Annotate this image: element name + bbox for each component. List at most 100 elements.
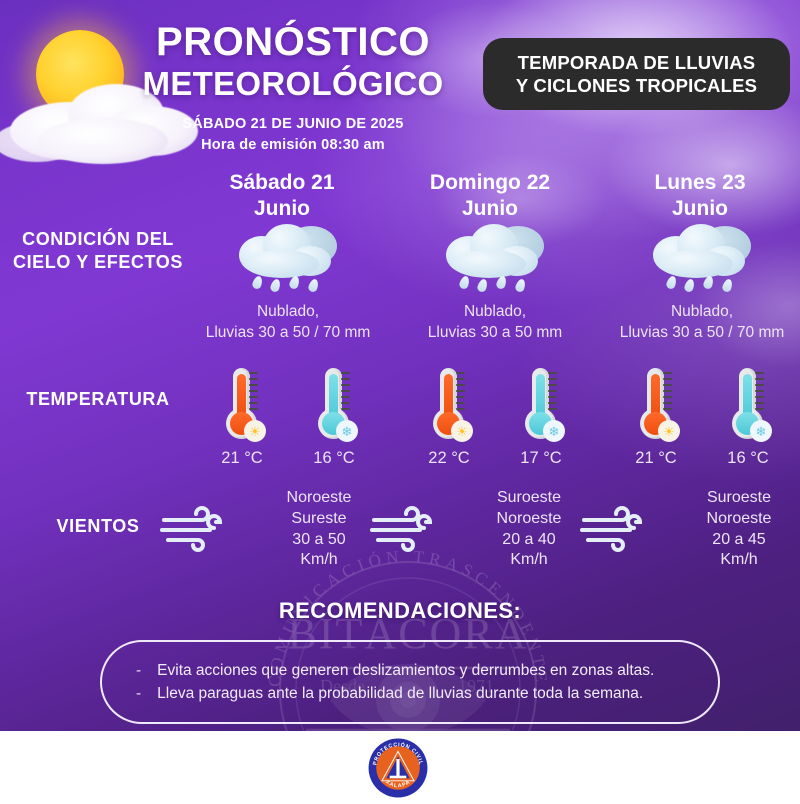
row-label-sky: CONDICIÓN DEL CIELO Y EFECTOS <box>12 229 184 272</box>
thermometer-ticks <box>249 372 259 414</box>
temp-max-value-1: 21 °C <box>221 449 263 467</box>
bullet-dash: - <box>136 685 142 702</box>
rain-cloud-icon <box>440 222 550 294</box>
svg-text:XALAPA: XALAPA <box>384 779 412 789</box>
wind-speed-2: 20 a 40 <box>502 530 556 548</box>
thermometer-hot-icon: ☀ <box>634 368 680 442</box>
thermometer-fill <box>743 374 752 420</box>
page-title: PRONÓSTICO <box>156 20 430 64</box>
thermometer-cold-icon: ❄ <box>726 368 772 442</box>
wind-text-3: Suroeste Noroeste 20 a 45 Km/h <box>660 488 800 571</box>
sky-text-1: Nublado, Lluvias 30 a 50 / 70 mm <box>178 302 398 344</box>
thermometer-ticks <box>456 372 466 414</box>
thermometer-cold-icon: ❄ <box>519 368 565 442</box>
thermometer-fill <box>444 374 453 420</box>
recommendation-text-1: Evita acciones que generen deslizamiento… <box>157 661 655 679</box>
thermometer-ticks <box>755 372 765 414</box>
forecast-date-block: SÁBADO 21 DE JUNIO DE 2025 Hora de emisi… <box>128 114 458 156</box>
rain-cloud-icon <box>233 222 343 294</box>
season-banner-text: TEMPORADA DE LLUVIAS Y CICLONES TROPICAL… <box>516 51 757 97</box>
snowflake-icon: ❄ <box>543 420 565 442</box>
temp-min-3: ❄ 16 °C <box>720 368 776 468</box>
sky-line2-2: Lluvias 30 a 50 mm <box>427 323 563 341</box>
recommendations-box: - Evita acciones que generen deslizamien… <box>100 640 720 724</box>
raindrop-icon <box>458 274 471 291</box>
temperature-cell-2: ☀ 22 °C ❄ 17 °C <box>385 368 605 468</box>
wind-icon <box>580 505 643 552</box>
wind-text-2: Suroeste Noroeste 20 a 40 Km/h <box>450 488 608 571</box>
temp-min-value-3: 16 °C <box>727 449 769 467</box>
wind-dir2-1: Sureste <box>291 509 347 527</box>
temp-min-1: ❄ 16 °C <box>306 368 362 468</box>
temp-max-2: ☀ 22 °C <box>421 368 477 468</box>
wind-cell-2: Suroeste Noroeste 20 a 40 Km/h <box>368 488 608 571</box>
logo-arc-bottom-text: XALAPA <box>384 779 411 789</box>
day-name-3: Lunes 23 <box>654 171 746 194</box>
thermometer-fill <box>651 374 660 420</box>
snowflake-icon: ❄ <box>336 420 358 442</box>
rain-cloud-icon <box>647 222 757 294</box>
season-banner-line1: TEMPORADA DE LLUVIAS <box>517 51 756 73</box>
recommendations-title: RECOMENDACIONES: <box>278 598 522 623</box>
wind-speed-1: 30 a 50 <box>292 530 346 548</box>
day-header-1: Sábado 21 Junio <box>182 170 382 221</box>
raindrop-icon <box>251 274 264 291</box>
forecast-date: SÁBADO 21 DE JUNIO DE 2025 <box>182 115 404 132</box>
cloud-shape <box>659 250 733 278</box>
wind-dir2-3: Noroeste <box>706 509 772 527</box>
wind-unit-1: Km/h <box>300 551 338 569</box>
thermometer-fill <box>329 374 338 420</box>
wind-unit-2: Km/h <box>510 551 548 569</box>
bullet-dash: - <box>136 661 142 679</box>
temp-min-value-1: 16 °C <box>313 449 355 467</box>
recommendation-item: - Evita acciones que generen deslizamien… <box>136 659 684 682</box>
raindrop-icon <box>269 277 282 294</box>
sun-cloud-illustration <box>0 10 198 170</box>
raindrop-icon <box>683 277 696 294</box>
thermometer-fill <box>536 374 545 420</box>
temp-max-1: ☀ 21 °C <box>214 368 270 468</box>
recommendation-item: - Lleva paraguas ante la probabilidad de… <box>136 682 684 705</box>
page-subtitle: METEOROLÓGICO <box>142 64 444 102</box>
sky-line1-1: Nublado, <box>256 303 320 320</box>
day-header-2: Domingo 22 Junio <box>390 170 590 221</box>
wind-cell-3: Suroeste Noroeste 20 a 45 Km/h <box>578 488 800 571</box>
wind-icon <box>160 505 223 552</box>
sky-line2-3: Lluvias 30 a 50 / 70 mm <box>619 323 785 341</box>
temperature-cell-1: ☀ 21 °C ❄ 16 °C <box>178 368 398 468</box>
raindrop-icon <box>721 277 734 294</box>
sky-text-2: Nublado, Lluvias 30 a 50 mm <box>385 302 605 344</box>
wind-dir1-2: Suroeste <box>496 489 562 506</box>
temp-max-value-3: 21 °C <box>635 449 677 467</box>
thermometer-cold-icon: ❄ <box>312 368 358 442</box>
temp-max-3: ☀ 21 °C <box>628 368 684 468</box>
raindrop-icon <box>514 277 527 294</box>
thermometer-hot-icon: ☀ <box>220 368 266 442</box>
sky-cell-2: Nublado, Lluvias 30 a 50 mm <box>385 222 605 344</box>
recommendation-text-2: Lleva paraguas ante la probabilidad de l… <box>157 685 644 702</box>
season-banner: TEMPORADA DE LLUVIAS Y CICLONES TROPICAL… <box>483 38 790 110</box>
temperature-cell-3: ☀ 21 °C ❄ 16 °C <box>592 368 800 468</box>
thermometer-ticks <box>341 372 351 414</box>
sky-line1-2: Nublado, <box>463 303 527 320</box>
wind-dir1-1: Noroeste <box>286 489 352 506</box>
thermometer-fill <box>237 374 246 420</box>
wind-dir2-2: Noroeste <box>496 509 562 527</box>
sun-icon: ☀ <box>658 420 680 442</box>
day-month-1: Junio <box>254 196 310 220</box>
thermometer-hot-icon: ☀ <box>427 368 473 442</box>
sun-icon: ☀ <box>244 420 266 442</box>
wind-text-1: Noroeste Sureste 30 a 50 Km/h <box>240 488 398 571</box>
temp-min-2: ❄ 17 °C <box>513 368 569 468</box>
civil-protection-logo: PROTECCIÓN CIVIL XALAPA <box>367 737 429 799</box>
sky-line2-1: Lluvias 30 a 50 / 70 mm <box>205 323 371 341</box>
wind-dir1-3: Suroeste <box>706 489 772 506</box>
sky-cell-1: Nublado, Lluvias 30 a 50 / 70 mm <box>178 222 398 344</box>
wind-unit-3: Km/h <box>720 551 758 569</box>
thermometer-ticks <box>663 372 673 414</box>
snowflake-icon: ❄ <box>750 420 772 442</box>
raindrop-icon <box>476 277 489 294</box>
row-label-winds: VIENTOS <box>56 516 140 536</box>
sun-icon: ☀ <box>451 420 473 442</box>
